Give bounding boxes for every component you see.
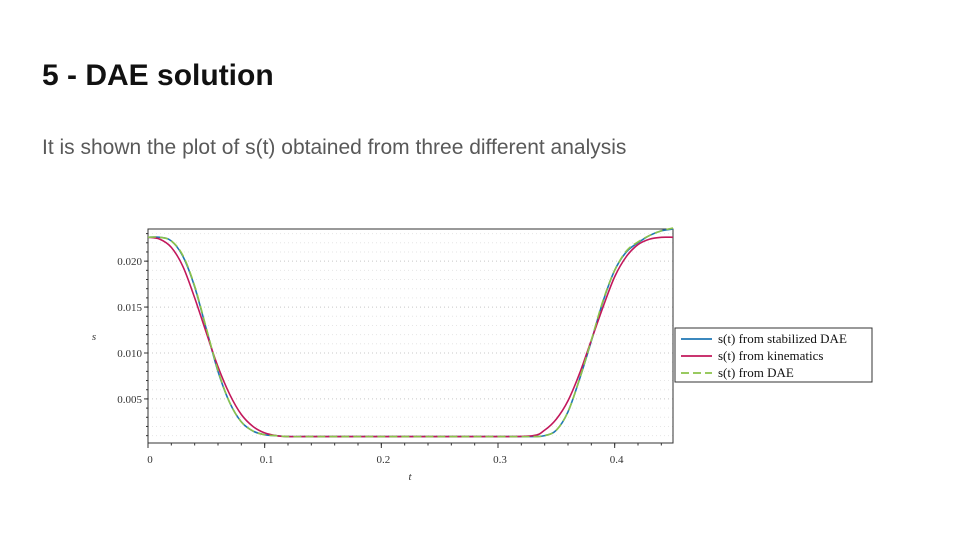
x-tick-label: 0.4 (610, 454, 624, 466)
y-tick-label: 0.005 (117, 394, 142, 406)
slide-subtitle: It is shown the plot of s(t) obtained fr… (42, 136, 627, 159)
tick-layer: 0.005 0.010 0.015 0.020 0 0.1 0.2 0.3 0.4 (117, 233, 662, 466)
y-axis-label: s (92, 331, 96, 343)
x-tick-label: 0.2 (376, 454, 390, 466)
slide-title: 5 - DAE solution (42, 59, 274, 92)
series-layer (147, 227, 674, 438)
series-line-s-t-from-dae (147, 227, 674, 438)
y-tick-label: 0.015 (117, 302, 142, 314)
x-tick-label: 0.3 (493, 454, 507, 466)
legend: s(t) from stabilized DAE s(t) from kinema… (674, 327, 873, 383)
x-axis-label: t (408, 471, 412, 483)
y-tick-label: 0.010 (117, 348, 142, 360)
legend-entry-label: s(t) from stabilized DAE (718, 331, 847, 346)
x-tick-label: 0.1 (260, 454, 274, 466)
legend-entry-label: s(t) from kinematics (718, 348, 823, 363)
grid-layer (148, 233, 673, 437)
legend-entry-label: s(t) from DAE (718, 365, 794, 380)
y-tick-label: 0.020 (117, 256, 142, 268)
x-tick-label: 0 (147, 454, 153, 466)
plot-frame (147, 228, 674, 444)
series-line-s-t-from-kinematics (147, 236, 674, 438)
